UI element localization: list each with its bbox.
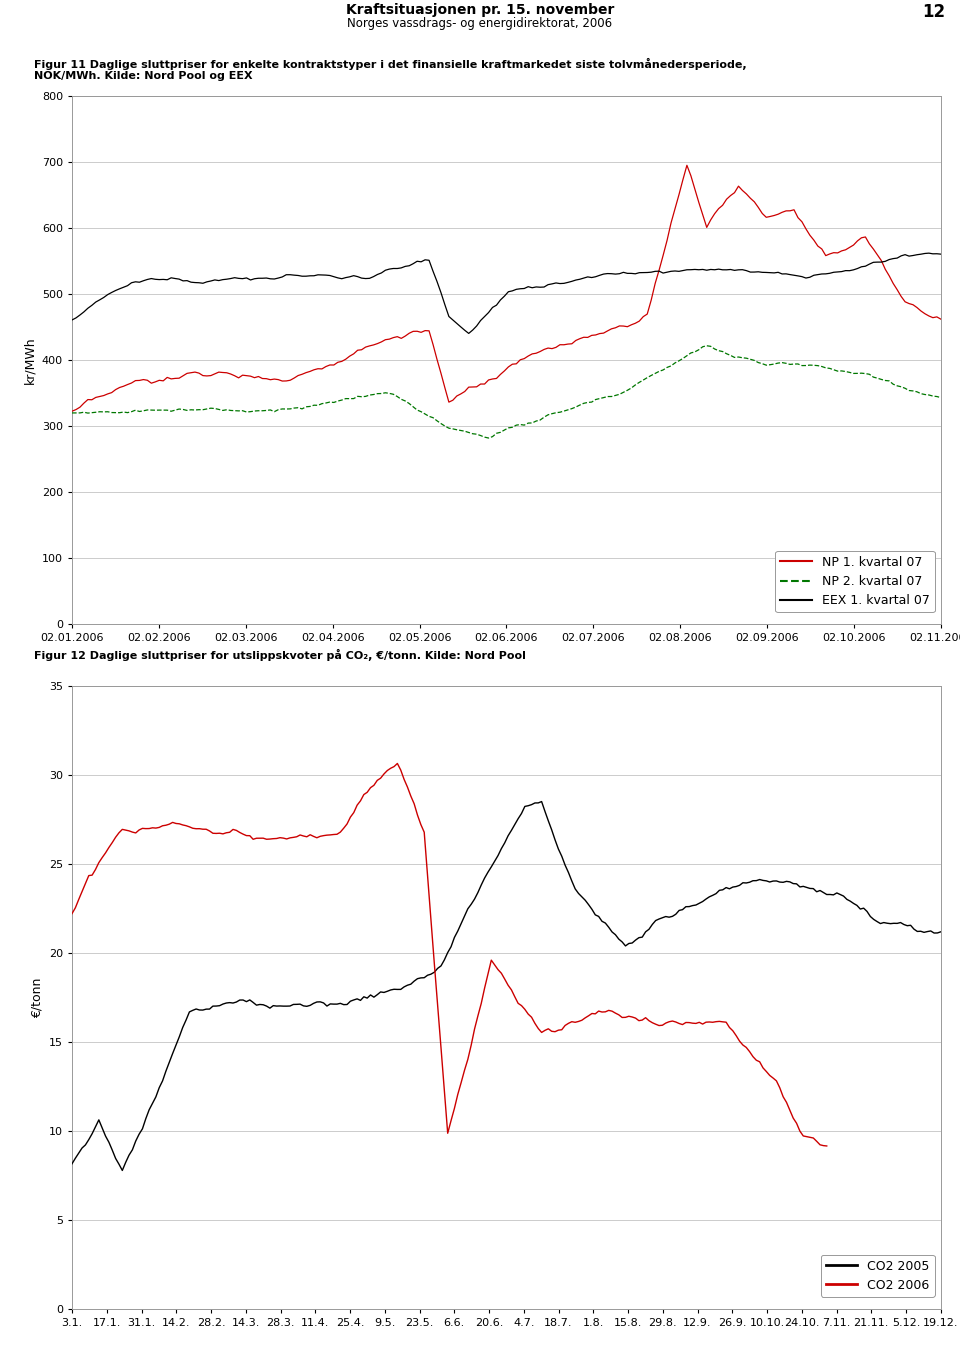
Text: Figur 12 Daglige sluttpriser for utslippskvoter på CO₂, €/tonn. Kilde: Nord Pool: Figur 12 Daglige sluttpriser for utslipp… [34, 648, 525, 661]
Y-axis label: kr/MWh: kr/MWh [23, 336, 36, 384]
Y-axis label: €/tonn: €/tonn [31, 978, 43, 1017]
Legend: NP 1. kvartal 07, NP 2. kvartal 07, EEX 1. kvartal 07: NP 1. kvartal 07, NP 2. kvartal 07, EEX … [776, 551, 934, 613]
Text: Norges vassdrags- og energidirektorat, 2006: Norges vassdrags- og energidirektorat, 2… [348, 16, 612, 30]
Text: Figur 11 Daglige sluttpriser for enkelte kontraktstyper i det finansielle kraftm: Figur 11 Daglige sluttpriser for enkelte… [34, 58, 746, 81]
Text: 12: 12 [923, 3, 946, 22]
Legend: CO2 2005, CO2 2006: CO2 2005, CO2 2006 [821, 1254, 934, 1297]
Text: Kraftsituasjonen pr. 15. november: Kraftsituasjonen pr. 15. november [346, 3, 614, 18]
